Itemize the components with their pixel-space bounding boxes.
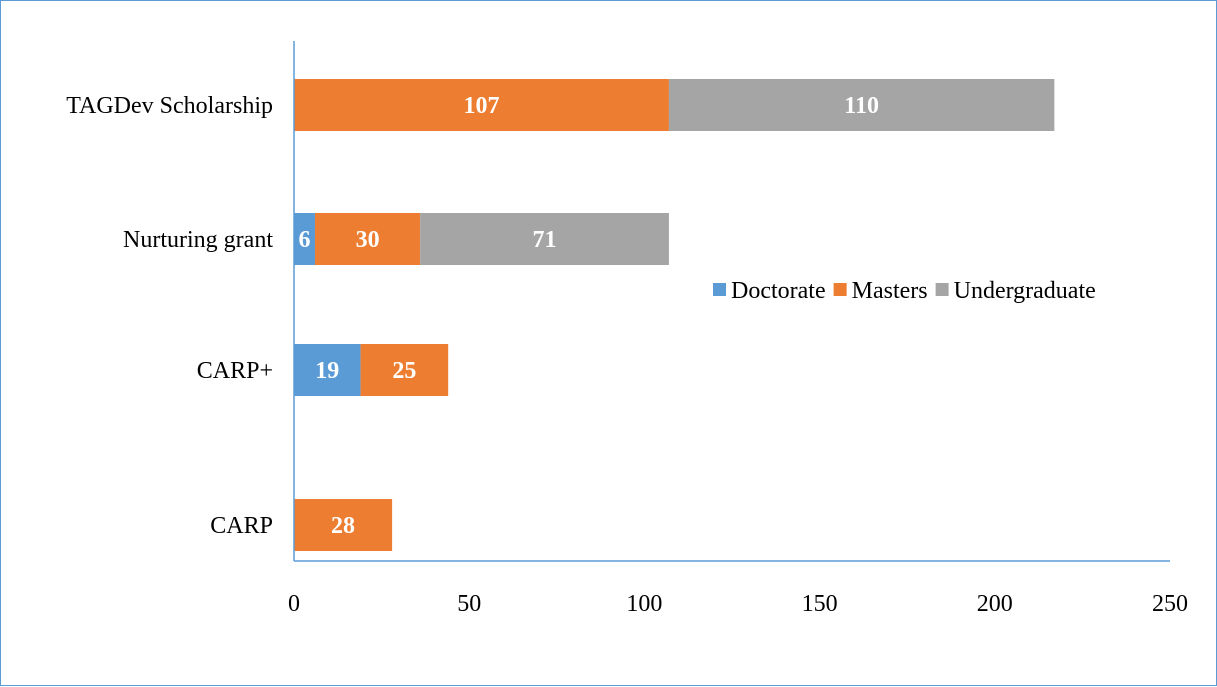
x-tick-label-150: 150 xyxy=(802,591,838,617)
bar-nurturing-grant-undergraduate xyxy=(420,213,669,265)
data-label-carp-doctorate: 19 xyxy=(315,358,339,384)
data-label-nurturing-grant-doctorate: 6 xyxy=(299,227,311,253)
x-tick-label-0: 0 xyxy=(288,591,300,617)
data-label-nurturing-grant-masters: 30 xyxy=(356,227,380,253)
category-label-tagdev-scholarship: TAGDev Scholarship xyxy=(66,93,273,119)
legend: Doctorate Masters Undergraduate xyxy=(713,278,1096,304)
category-label-nurturing-grant: Nurturing grant xyxy=(123,227,273,253)
data-label-tagdev-scholarship-undergraduate: 110 xyxy=(844,93,879,119)
category-label-carp: CARP xyxy=(210,513,273,539)
legend-label-undergraduate: Undergraduate xyxy=(954,278,1096,304)
legend-swatch-doctorate xyxy=(713,283,726,296)
axes-layer: 0 50 100 150 200 250 xyxy=(288,41,1188,617)
data-label-carp-masters: 28 xyxy=(331,513,355,539)
bars-layer xyxy=(294,79,1055,551)
bar-tagdev-scholarship-undergraduate xyxy=(668,79,1055,131)
x-tick-label-200: 200 xyxy=(977,591,1013,617)
bar-carp-masters xyxy=(294,499,393,551)
legend-label-masters: Masters xyxy=(852,278,928,304)
bar-carp-masters xyxy=(360,344,449,396)
legend-swatch-masters xyxy=(833,283,847,296)
x-tick-label-100: 100 xyxy=(626,591,662,617)
legend-label-doctorate: Doctorate xyxy=(731,278,826,304)
x-tick-label-50: 50 xyxy=(457,591,481,617)
data-label-tagdev-scholarship-masters: 107 xyxy=(463,93,499,119)
data-label-carp-masters: 25 xyxy=(392,358,416,384)
x-tick-label-250: 250 xyxy=(1152,591,1188,617)
labels-layer: 28 CARP 19 25 CARP+ 6 30 71 Nurturing grant 107 11… xyxy=(66,93,879,539)
bar-tagdev-scholarship-masters xyxy=(294,79,669,131)
bar-nurturing-grant-masters xyxy=(315,213,421,265)
bar-nurturing-grant-doctorate xyxy=(294,213,316,265)
category-label-carp: CARP+ xyxy=(197,358,273,384)
legend-swatch-undergraduate xyxy=(935,283,949,296)
bar-carp-doctorate xyxy=(294,344,361,396)
data-label-nurturing-grant-undergraduate: 71 xyxy=(533,227,557,253)
